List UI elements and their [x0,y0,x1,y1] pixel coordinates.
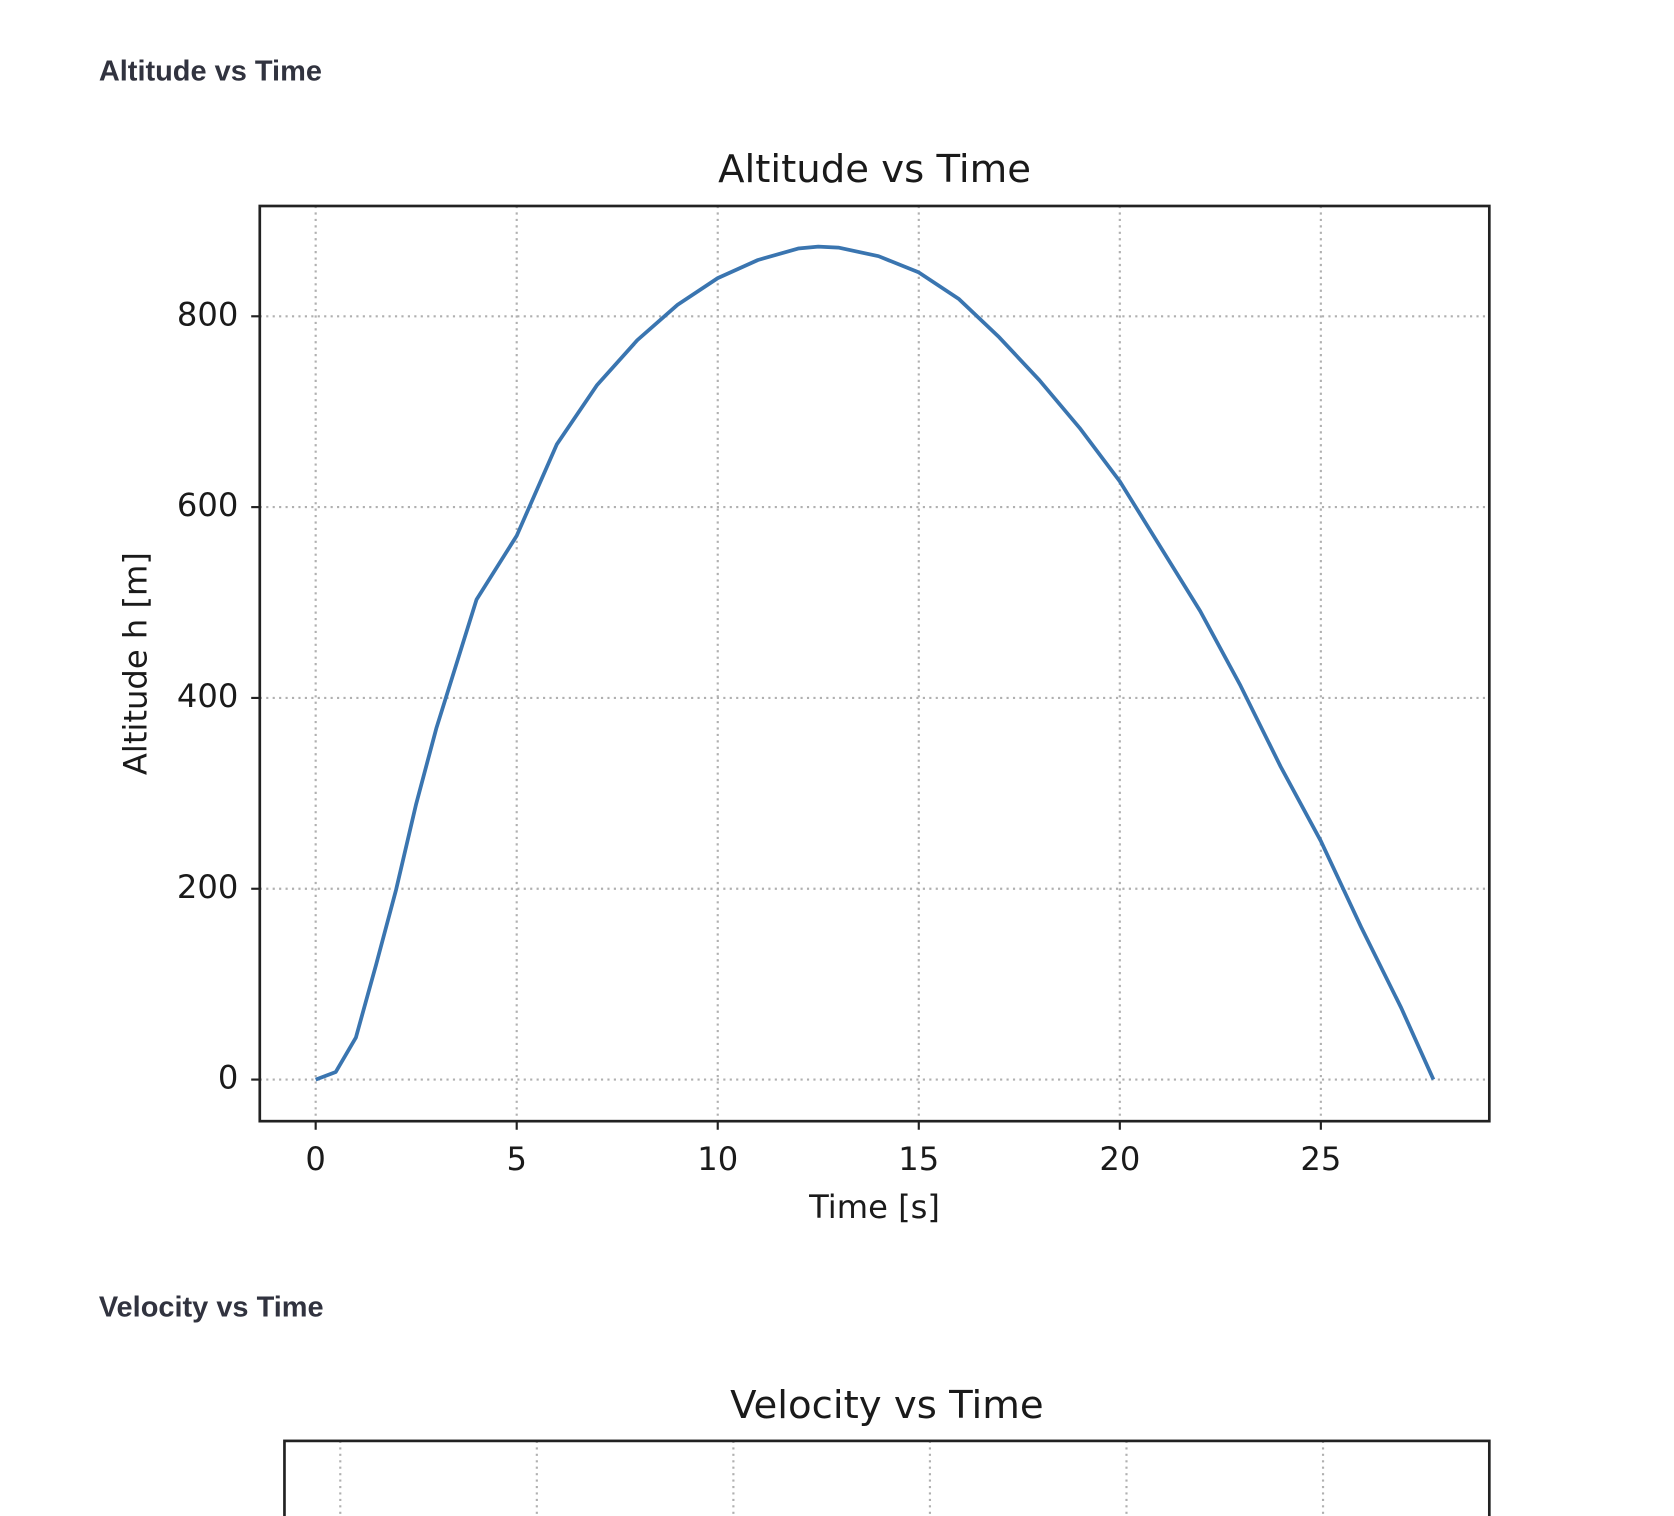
x-tick-label: 15 [898,1140,939,1178]
section-heading: Velocity vs Time [99,1292,324,1324]
data-line [315,244,1436,1082]
chart-title: Altitude vs Time [718,147,1031,192]
plot-frame [283,1439,1491,1516]
x-tick-label: 0 [305,1140,325,1178]
plot-frame [258,204,1491,1123]
x-tick-label: 5 [506,1140,526,1178]
y-tick-label: 400 [177,677,238,715]
x-axis-label: Time [s] [808,1188,940,1226]
x-tick-label: 25 [1300,1140,1341,1178]
y-tick-label: 200 [177,868,238,906]
chart-title: Velocity vs Time [730,1383,1043,1428]
y-axis-label: Altitude h [m] [116,552,154,775]
y-tick-label: 0 [218,1059,238,1097]
y-tick-label: 800 [177,295,238,333]
x-tick-label: 10 [697,1140,738,1178]
section-heading: Altitude vs Time [99,56,322,88]
x-tick-label: 20 [1099,1140,1140,1178]
y-tick-label: 600 [177,486,238,524]
